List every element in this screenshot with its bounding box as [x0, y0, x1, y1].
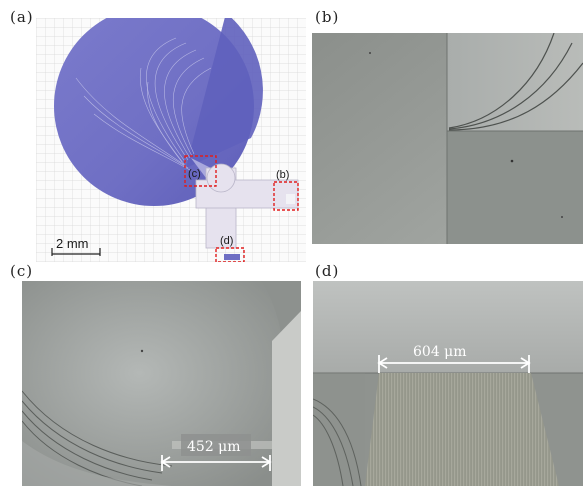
panel-label-d: (d): [315, 262, 340, 280]
callout-box-d: [215, 247, 245, 262]
device-drawing: (c) (b) (d) 2 mm: [36, 18, 306, 262]
panel-c-micrograph: 452 μm: [22, 281, 301, 486]
callout-box-b: [273, 181, 299, 211]
panel-label-b: (b): [315, 8, 340, 26]
measurement-label-c: 452 μm: [187, 439, 241, 455]
micrograph-b: [312, 33, 583, 244]
panel-a-device-image: (c) (b) (d) 2 mm: [36, 18, 306, 262]
panel-label-c: (c): [10, 262, 34, 280]
callout-label-b: (b): [276, 169, 289, 181]
panel-d-micrograph: 604 μm: [313, 281, 583, 486]
callout-label-d: (d): [220, 235, 233, 247]
panel-label-a: (a): [10, 8, 34, 26]
callout-box-c: [184, 155, 217, 187]
measurement-label-d: 604 μm: [413, 344, 467, 360]
panel-b-micrograph: [312, 33, 583, 244]
measurement-arrow-d: [377, 355, 531, 373]
callout-boxes: [184, 155, 299, 262]
micrograph-c: 452 μm: [22, 281, 301, 486]
spiral-streaks: [75, 37, 212, 171]
micrograph-d: 604 μm: [313, 281, 583, 486]
measurement-arrow-c: [160, 455, 272, 471]
scale-bar-label: 2 mm: [56, 236, 89, 251]
callout-label-c: (c): [188, 168, 201, 180]
